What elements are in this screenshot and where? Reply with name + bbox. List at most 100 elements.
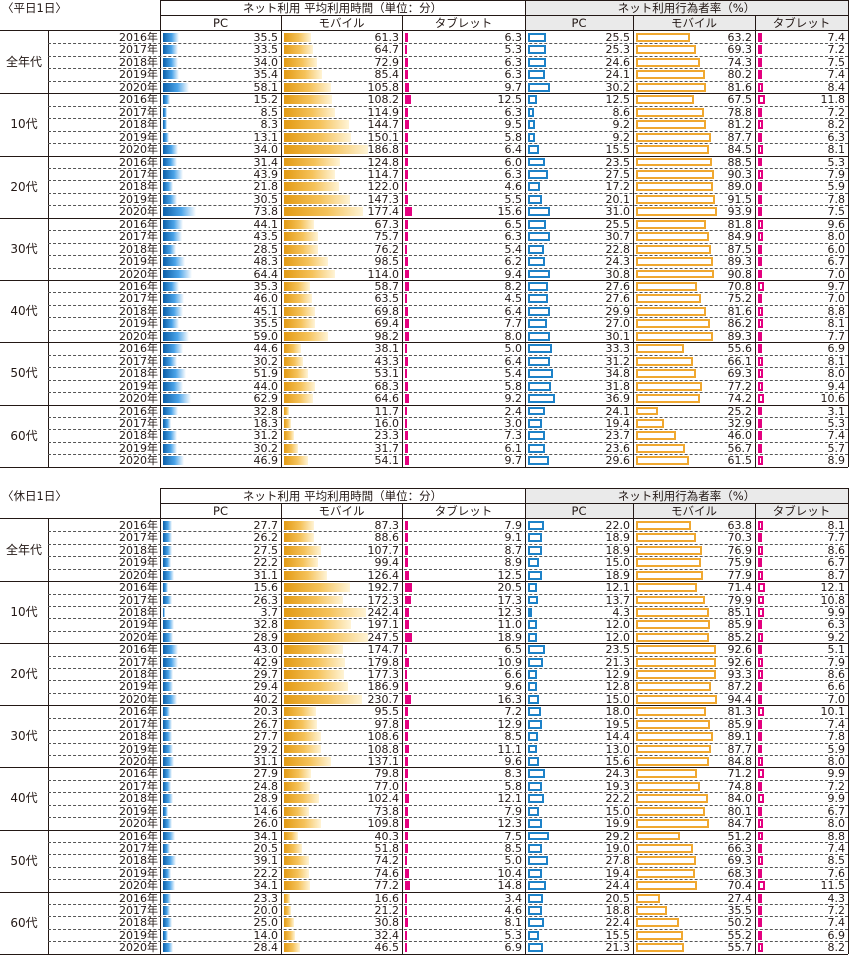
value-time-pc: 26.0	[253, 817, 279, 831]
value-rate-mobile: 87.7	[727, 130, 753, 144]
value-time-pc: 43.9	[253, 167, 279, 181]
bar-time-mobile	[284, 207, 364, 217]
year-label: 2016年	[119, 829, 158, 843]
value-rate-pc: 4.3	[612, 605, 631, 619]
bar-rate-pc	[528, 558, 539, 568]
value-time-mobile: 85.4	[374, 68, 400, 82]
value-time-mobile: 137.1	[367, 754, 400, 768]
year-label: 2018年	[119, 118, 158, 132]
group-divider	[0, 155, 848, 157]
value-rate-pc: 18.9	[605, 568, 631, 582]
bar-rate-tablet	[758, 381, 764, 391]
value-rate-tablet: 7.2	[827, 779, 846, 793]
bar-rate-mobile	[636, 443, 685, 453]
bar-time-pc	[163, 319, 179, 329]
value-rate-mobile: 77.9	[727, 568, 753, 582]
group-divider	[0, 581, 848, 583]
year-label: 2016年	[119, 31, 158, 44]
value-rate-tablet: 7.4	[827, 429, 846, 443]
bar-rate-pc	[528, 182, 541, 192]
value-rate-pc: 12.5	[605, 93, 631, 107]
value-rate-pc: 25.5	[605, 31, 631, 44]
value-rate-tablet: 8.6	[827, 668, 846, 682]
value-time-tablet: 3.4	[504, 891, 523, 905]
year-label: 2017年	[119, 167, 158, 181]
value-time-mobile: 98.2	[374, 329, 400, 343]
value-time-tablet: 4.6	[504, 904, 523, 918]
value-rate-pc: 31.8	[605, 379, 631, 393]
value-rate-pc: 23.6	[605, 441, 631, 455]
year-label: 2019年	[119, 804, 158, 818]
bar-rate-mobile	[636, 194, 715, 204]
year-label: 2019年	[119, 379, 158, 393]
bar-rate-tablet	[758, 182, 762, 192]
bar-rate-tablet	[758, 82, 763, 92]
value-rate-mobile: 87.2	[727, 680, 753, 694]
value-rate-mobile: 32.9	[727, 416, 753, 430]
value-rate-pc: 27.6	[605, 292, 631, 306]
bar-time-tablet	[405, 57, 408, 67]
value-rate-mobile: 77.2	[727, 379, 753, 393]
value-time-tablet: 11.0	[497, 618, 523, 632]
value-time-tablet: 12.9	[497, 717, 523, 731]
bar-rate-tablet	[758, 819, 763, 828]
bar-time-mobile	[284, 282, 311, 291]
value-rate-pc: 30.8	[605, 267, 631, 281]
bar-time-pc	[163, 682, 173, 692]
bar-rate-tablet	[758, 943, 763, 953]
value-time-mobile: 53.1	[374, 367, 400, 381]
value-time-mobile: 98.5	[374, 255, 400, 269]
bar-time-mobile	[284, 319, 316, 329]
value-time-mobile: 46.5	[374, 941, 400, 955]
bar-rate-tablet	[758, 33, 763, 42]
bar-time-tablet	[405, 107, 408, 117]
bar-rate-mobile	[636, 744, 712, 754]
bar-time-tablet	[405, 45, 408, 55]
bar-time-tablet	[405, 356, 408, 366]
value-rate-mobile: 89.3	[727, 255, 753, 269]
value-rate-pc: 19.5	[605, 717, 631, 731]
bar-time-mobile	[284, 607, 367, 617]
bar-rate-mobile	[636, 781, 701, 791]
bar-rate-pc	[528, 521, 544, 530]
header-top-line	[160, 488, 848, 489]
bar-time-mobile	[284, 781, 311, 791]
year-label: 2017年	[119, 593, 158, 607]
value-rate-tablet: 8.0	[827, 817, 846, 831]
value-rate-tablet: 7.2	[827, 43, 846, 57]
value-time-pc: 31.4	[253, 155, 279, 169]
value-rate-tablet: 8.2	[827, 941, 846, 955]
year-label: 2016年	[119, 705, 158, 719]
value-rate-mobile: 55.2	[727, 928, 753, 942]
value-time-pc: 29.2	[253, 742, 279, 756]
bar-time-mobile	[284, 707, 317, 717]
bar-time-pc	[163, 831, 175, 841]
value-rate-mobile: 69.3	[727, 854, 753, 868]
value-time-pc: 43.5	[253, 230, 279, 244]
value-time-pc: 34.0	[253, 143, 279, 157]
group-divider	[0, 280, 848, 281]
value-rate-mobile: 87.5	[727, 242, 753, 256]
value-time-pc: 58.1	[253, 80, 279, 94]
value-time-mobile: 21.2	[374, 904, 400, 918]
bar-time-pc	[163, 719, 173, 729]
bar-time-tablet	[405, 521, 408, 530]
value-rate-mobile: 71.2	[727, 767, 753, 781]
bar-time-tablet	[405, 132, 408, 142]
bar-time-tablet	[405, 319, 409, 329]
row-dashed-line	[48, 367, 848, 369]
year-label: 2016年	[119, 519, 158, 532]
column-divider	[402, 15, 403, 467]
bar-rate-mobile	[636, 906, 667, 915]
value-rate-mobile: 69.3	[727, 43, 753, 57]
row-dashed-line	[48, 804, 848, 806]
row-dashed-line	[48, 792, 848, 794]
bar-time-tablet	[405, 331, 409, 341]
bar-time-pc	[163, 794, 173, 804]
value-rate-mobile: 92.6	[727, 643, 753, 657]
bar-time-mobile	[284, 856, 310, 866]
bar-rate-mobile	[636, 794, 709, 804]
value-rate-pc: 12.0	[605, 618, 631, 632]
bar-time-tablet	[405, 70, 408, 80]
bar-rate-pc	[528, 868, 542, 878]
